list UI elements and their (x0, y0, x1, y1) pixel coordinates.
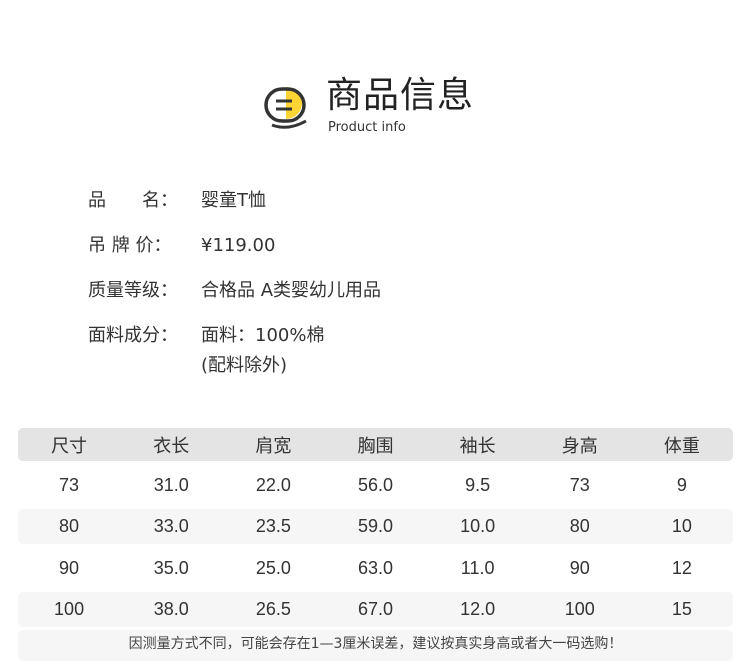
table-cell: 9.5 (465, 474, 491, 495)
table-cell: 9 (676, 474, 687, 495)
info-value: ¥119.00 (201, 235, 276, 256)
table-cell: 100 (564, 599, 595, 619)
table-cell: 90 (569, 557, 590, 578)
table-cell: 23.5 (255, 516, 291, 536)
table-cell: 73 (59, 474, 80, 495)
table-cell: 31.0 (153, 474, 189, 495)
info-label: 品 名： (88, 190, 178, 211)
info-label: 质量等级： (88, 280, 178, 301)
info-label: 吊 牌 价： (88, 235, 172, 256)
table-cell: 63.0 (357, 557, 394, 578)
page-subtitle: Product info (328, 120, 406, 135)
table-cell: 12.0 (460, 599, 496, 619)
table-cell: 26.5 (255, 599, 291, 619)
table-cell: 90 (59, 557, 80, 578)
column-header: 胸围 (357, 435, 394, 456)
table-cell: 59.0 (357, 516, 394, 536)
table-row: 90 35.0 25.0 63.0 11.0 90 12 (18, 544, 733, 592)
size-table: 尺寸 衣长 肩宽 胸围 袖长 身高 体重 73 31.0 22.0 56.0 9.5 73… (18, 428, 733, 627)
info-row-price: 吊 牌 价： ¥119.00 (88, 231, 381, 261)
product-info: 品 名： 婴童T恤 吊 牌 价： ¥119.00 质量等级： 合格品 A类婴幼儿用品 … (88, 186, 381, 396)
column-header: 体重 (663, 435, 700, 456)
column-header: 肩宽 (255, 435, 292, 456)
table-cell: 100 (54, 599, 85, 619)
info-row-grade: 质量等级： 合格品 A类婴幼儿用品 (88, 276, 381, 306)
table-cell: 10 (671, 516, 692, 536)
table-cell: 11.0 (460, 557, 495, 578)
info-value: 婴童T恤 (201, 190, 266, 211)
table-cell: 73 (569, 474, 590, 495)
table-cell: 35.0 (153, 557, 189, 578)
table-cell: 15 (671, 599, 692, 619)
info-row-material-note: (配料除外) (88, 351, 381, 381)
table-cell: 38.0 (153, 599, 189, 619)
table-cell: 10.0 (460, 516, 496, 536)
table-cell: 33.0 (153, 516, 189, 536)
table-row: 100 38.0 26.5 67.0 12.0 100 15 (18, 592, 733, 627)
table-cell: 25.0 (255, 557, 291, 578)
table-cell: 12 (671, 557, 692, 578)
column-header: 袖长 (459, 435, 496, 456)
table-cell: 80 (569, 516, 590, 536)
table-cell: 22.0 (255, 474, 291, 495)
column-header: 衣长 (153, 435, 190, 456)
info-label: 面料成分： (88, 325, 178, 346)
info-value: 合格品 A类婴幼儿用品 (201, 280, 382, 301)
table-cell: 67.0 (357, 599, 394, 619)
info-value: 面料：100%棉 (201, 325, 325, 346)
info-value-note: (配料除外) (201, 355, 288, 376)
table-row: 80 33.0 23.5 59.0 10.0 80 10 (18, 509, 733, 544)
info-row-material: 面料成分： 面料：100%棉 (88, 321, 381, 351)
table-row: 73 31.0 22.0 56.0 9.5 73 9 (18, 461, 733, 509)
info-row-name: 品 名： 婴童T恤 (88, 186, 381, 216)
section-header: 商品信息 Product info (262, 74, 474, 135)
column-header: 尺寸 (51, 435, 88, 456)
page-title: 商品信息 (326, 75, 475, 116)
document-list-icon (264, 86, 307, 129)
column-header: 身高 (561, 435, 598, 456)
table-cell: 80 (59, 516, 80, 536)
table-cell: 56.0 (357, 474, 394, 495)
measurement-note: 因测量方式不同，可能会存在1—3厘米误差，建议按真实身高或者大一码选购！ (18, 630, 733, 661)
table-header: 尺寸 衣长 肩宽 胸围 袖长 身高 体重 (18, 428, 733, 461)
